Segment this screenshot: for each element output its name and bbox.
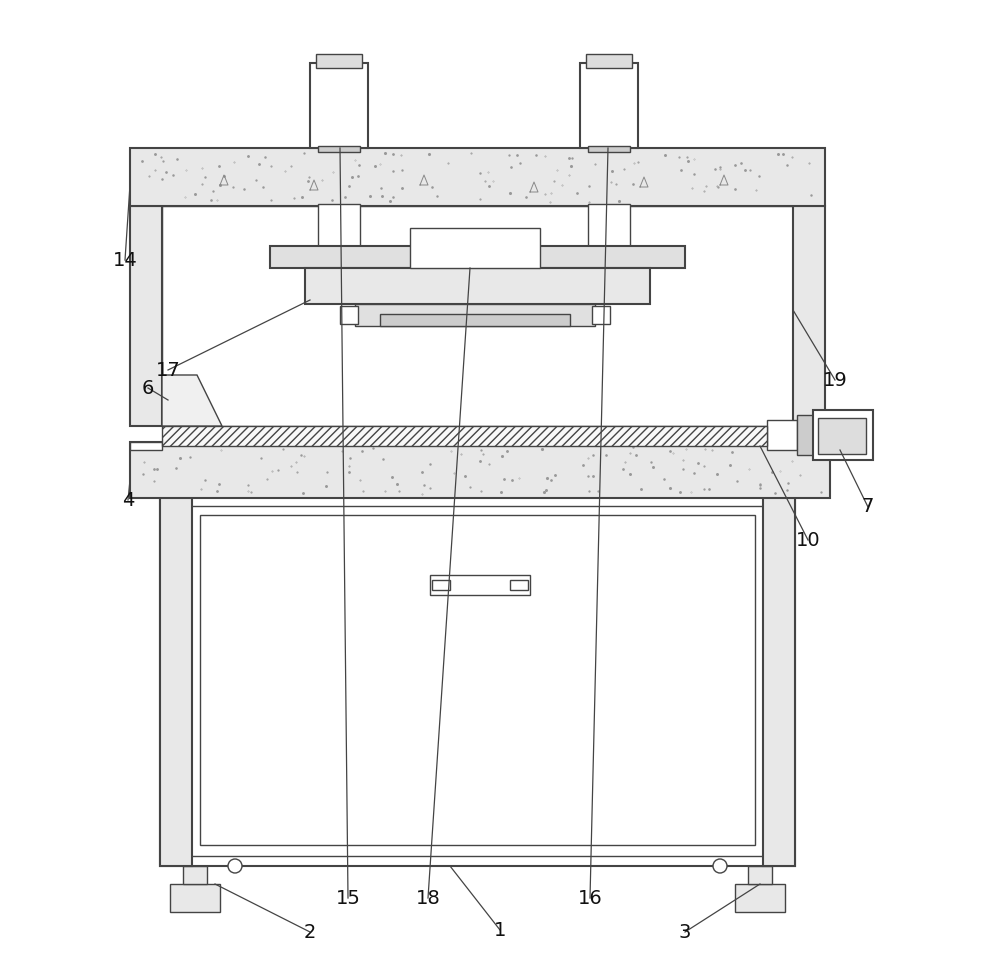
Bar: [162, 206, 793, 426]
Bar: [160, 496, 192, 866]
Bar: [172, 506, 783, 856]
Bar: [588, 204, 630, 250]
Circle shape: [713, 859, 727, 873]
Text: 15: 15: [336, 889, 360, 907]
Text: 3: 3: [679, 923, 691, 942]
Bar: [130, 442, 830, 498]
Bar: [318, 204, 360, 250]
Bar: [318, 146, 360, 152]
Bar: [410, 228, 540, 268]
Polygon shape: [420, 304, 530, 317]
Bar: [160, 496, 795, 866]
Bar: [793, 206, 825, 426]
Bar: [510, 580, 528, 590]
Text: 10: 10: [796, 531, 820, 549]
Text: 7: 7: [862, 497, 874, 516]
Bar: [130, 148, 825, 206]
Text: 6: 6: [142, 378, 154, 397]
Bar: [586, 54, 632, 68]
Text: 19: 19: [823, 371, 847, 390]
Text: 1: 1: [494, 921, 506, 940]
Bar: [432, 580, 450, 590]
Bar: [200, 515, 755, 845]
Bar: [797, 415, 815, 455]
Text: 18: 18: [416, 889, 440, 907]
Text: 16: 16: [578, 889, 602, 907]
Bar: [130, 442, 162, 450]
Bar: [735, 884, 785, 912]
Bar: [170, 884, 220, 912]
Bar: [130, 206, 162, 426]
Bar: [310, 63, 368, 148]
Bar: [270, 246, 685, 268]
Bar: [813, 410, 873, 460]
Bar: [592, 306, 610, 324]
Text: 14: 14: [113, 251, 137, 270]
Bar: [580, 63, 638, 148]
Bar: [305, 268, 650, 304]
Circle shape: [228, 859, 242, 873]
Bar: [183, 866, 207, 884]
Bar: [588, 146, 630, 152]
Bar: [763, 496, 795, 866]
Bar: [767, 420, 797, 450]
Bar: [355, 304, 595, 326]
Polygon shape: [162, 375, 222, 426]
Bar: [162, 426, 767, 446]
Text: 4: 4: [122, 491, 134, 510]
Bar: [748, 866, 772, 884]
Text: 2: 2: [304, 923, 316, 942]
Bar: [380, 314, 570, 326]
Bar: [818, 418, 866, 454]
Text: 17: 17: [156, 361, 180, 379]
Bar: [316, 54, 362, 68]
Bar: [340, 306, 358, 324]
Bar: [430, 575, 530, 595]
